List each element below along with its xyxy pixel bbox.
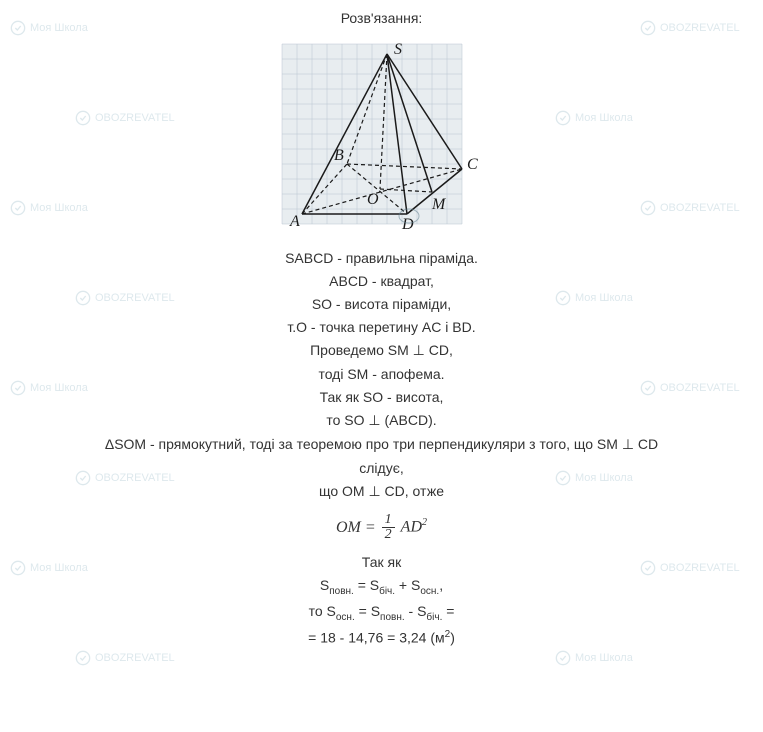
line: то SO ⊥ (ABCD). [105,410,658,432]
solution-text: SABCD - правильна піраміда. ABCD - квадр… [105,246,658,650]
line: ABCD - квадрат, [105,271,658,292]
line: то Sосн. = Sповн. - Sбіч. = [105,601,658,625]
label-S: S [394,41,402,58]
line: т.O - точка перетину AC і BD. [105,317,658,338]
label-A: A [289,213,300,230]
label-B: B [334,147,344,164]
label-C: C [467,156,478,173]
line: SO - висота піраміди, [105,294,658,315]
pyramid-figure: S A B C D O M [272,34,492,234]
content: Розв'язання: [0,0,763,650]
label-M: M [431,196,447,213]
line: тоді SM - апофема. [105,364,658,385]
line: ΔSOM - прямокутний, тоді за теоремою про… [105,434,658,456]
line: Так як SO - висота, [105,387,658,408]
label-D: D [401,216,414,233]
watermark: Моя Школа [555,650,633,666]
watermark: OBOZREVATEL [75,650,175,666]
line: = 18 - 14,76 = 3,24 (м2) [105,627,658,649]
line: Sповн. = Sбіч. + Sосн., [105,575,658,599]
formula: OM = 1 2 AD2 [105,513,658,542]
line: Проведемо SM ⊥ CD, [105,340,658,362]
line: SABCD - правильна піраміда. [105,248,658,269]
line: що OM ⊥ CD, отже [105,481,658,503]
line: Так як [105,552,658,573]
line: слідує, [105,458,658,479]
label-O: O [367,191,379,208]
title: Розв'язання: [341,10,423,26]
